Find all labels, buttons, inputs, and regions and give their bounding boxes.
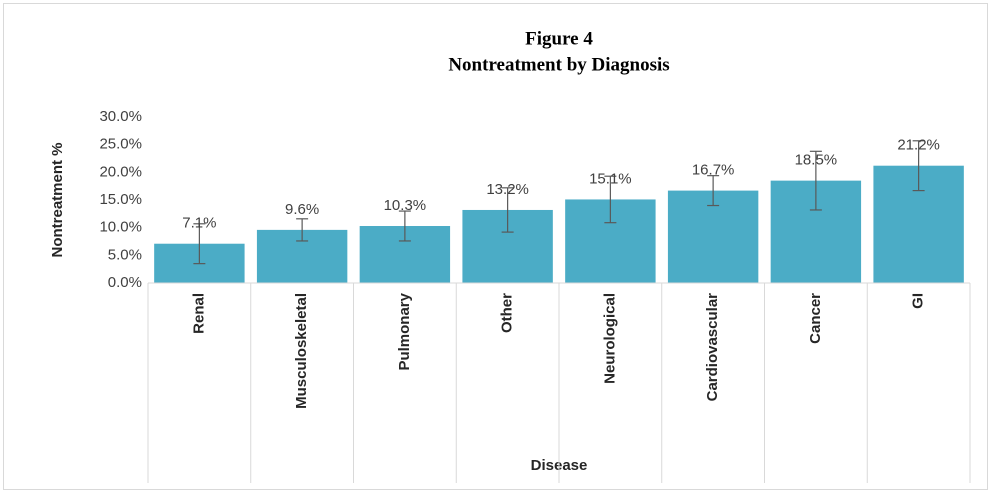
data-label: 13.2% <box>486 181 529 198</box>
x-tick-label: Cancer <box>807 293 824 344</box>
x-tick-label: Cardiovascular <box>704 293 721 402</box>
error-bar <box>809 150 822 211</box>
data-label: 9.6% <box>285 201 319 218</box>
x-tick-label: Other <box>499 293 516 333</box>
data-label: 15.1% <box>589 170 632 187</box>
y-tick-label: 15.0% <box>99 191 142 208</box>
chart-title-line: Figure 4 <box>525 28 593 49</box>
error-bar <box>296 218 309 242</box>
chart-title-line: Nontreatment by Diagnosis <box>448 54 669 75</box>
y-tick-label: 5.0% <box>108 246 142 263</box>
y-tick-label: 0.0% <box>108 274 142 291</box>
data-label: 21.2% <box>897 137 940 154</box>
error-bar <box>707 175 720 207</box>
error-bar <box>604 175 617 224</box>
x-tick-label: GI <box>910 293 927 309</box>
data-label: 18.5% <box>795 152 838 169</box>
data-label: 7.1% <box>182 215 216 232</box>
error-bar <box>912 140 925 192</box>
x-tick-label: Musculoskeletal <box>293 293 310 409</box>
error-bar <box>501 187 514 233</box>
x-tick-label: Renal <box>190 293 207 334</box>
data-label: 16.7% <box>692 162 735 179</box>
y-tick-label: 25.0% <box>99 136 142 153</box>
error-bar <box>398 210 411 242</box>
y-tick-label: 20.0% <box>99 163 142 180</box>
data-label: 10.3% <box>384 197 427 214</box>
x-tick-label: Pulmonary <box>396 292 413 370</box>
y-tick-label: 30.0% <box>99 108 142 125</box>
y-axis-label: Nontreatment % <box>49 142 66 257</box>
error-bar <box>193 223 206 265</box>
chart-border <box>3 3 988 490</box>
x-tick-label: Neurological <box>601 293 618 384</box>
y-tick-label: 10.0% <box>99 219 142 236</box>
